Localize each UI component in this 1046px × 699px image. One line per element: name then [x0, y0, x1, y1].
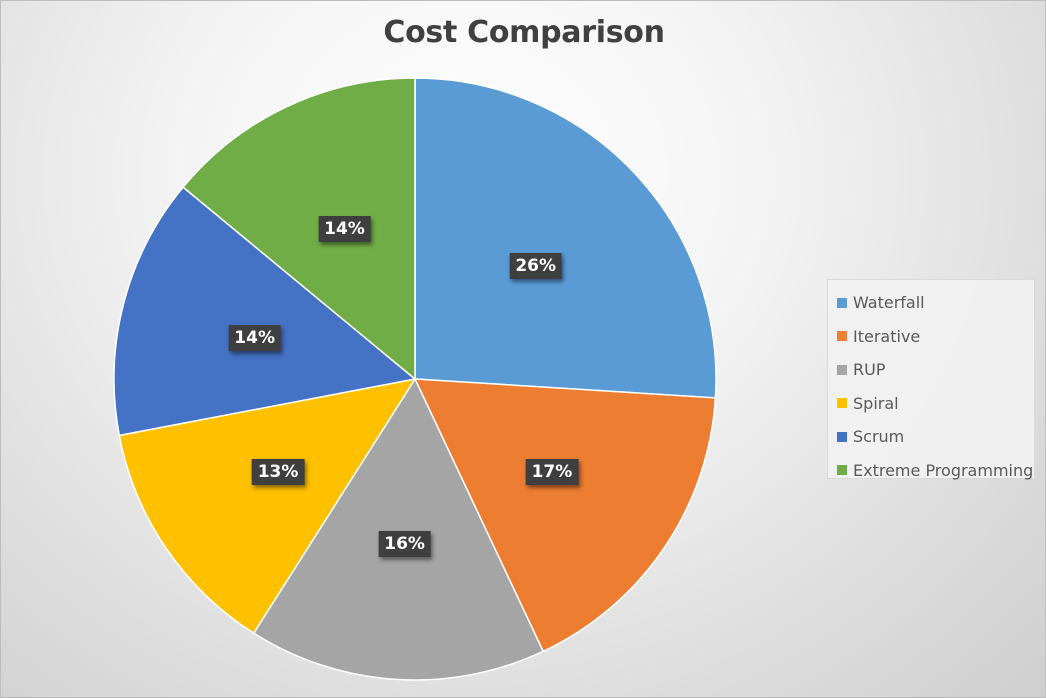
pie-slice-waterfall [414, 77, 717, 399]
legend-item-extreme-programming: Extreme Programming [828, 454, 1034, 488]
pie-slice-extreme-programming [182, 77, 416, 381]
legend-label: Waterfall [853, 293, 925, 313]
legend-label: Spiral [853, 393, 899, 413]
data-label: 13% [251, 459, 305, 486]
data-label: 17% [525, 459, 579, 486]
data-label: 26% [509, 252, 563, 279]
pie-slice-rup [252, 377, 545, 681]
legend-label: RUP [853, 360, 886, 380]
legend: Waterfall Iterative RUP Spiral Scrum Ext… [827, 279, 1035, 480]
legend-swatch-icon [837, 297, 847, 308]
legend-label: Extreme Programming [853, 460, 1034, 480]
legend-item-spiral: Spiral [828, 387, 1034, 421]
data-label: 16% [378, 531, 431, 558]
legend-swatch-icon [837, 331, 847, 342]
pie-slice-scrum [113, 186, 417, 437]
pie-slice-iterative [413, 378, 717, 653]
legend-label: Scrum [853, 427, 905, 447]
data-label: 14% [228, 324, 281, 351]
legend-item-scrum: Scrum [828, 420, 1034, 454]
chart-title: Cost Comparison [383, 15, 665, 50]
data-label: 14% [318, 216, 371, 243]
legend-swatch-icon [837, 364, 847, 375]
legend-swatch-icon [837, 465, 847, 476]
legend-item-rup: RUP [828, 353, 1034, 387]
legend-swatch-icon [837, 431, 847, 442]
legend-item-iterative: Iterative [828, 320, 1034, 354]
legend-label: Iterative [853, 326, 921, 346]
pie-slice-spiral [118, 377, 417, 635]
legend-item-waterfall: Waterfall [828, 286, 1034, 320]
legend-swatch-icon [837, 398, 847, 409]
